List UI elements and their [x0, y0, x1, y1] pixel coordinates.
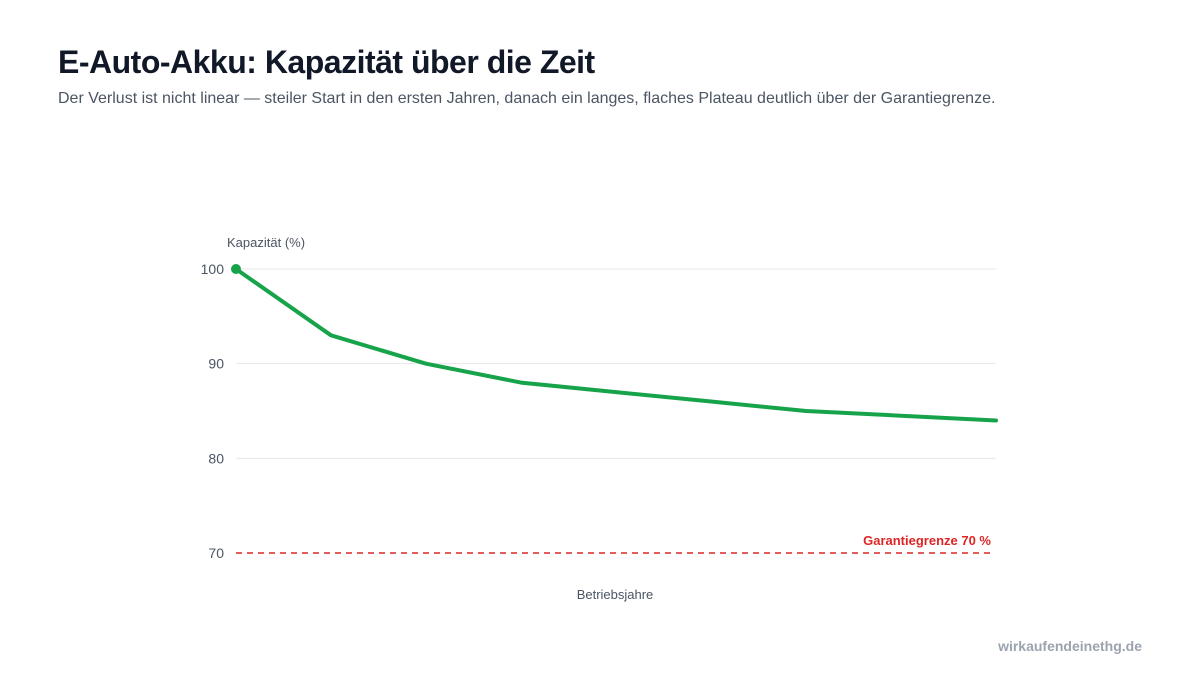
y-tick-label: 80 [208, 450, 224, 466]
gridlines [236, 268, 996, 459]
y-axis-ticks: 100 90 80 70 [201, 261, 225, 561]
y-tick-label: 100 [201, 261, 225, 277]
chart-title: E-Auto-Akku: Kapazität über die Zeit [58, 44, 595, 80]
chart-subtitle: Der Verlust ist nicht linear — steiler S… [58, 90, 996, 107]
source-credit: wirkaufendeinethg.de [998, 638, 1142, 654]
x-axis-label: Betriebsjahre [577, 587, 654, 602]
capacity-series-line [234, 267, 998, 423]
y-axis-label: Kapazität (%) [227, 235, 305, 250]
start-data-point [231, 264, 241, 274]
capacity-data-points [231, 264, 241, 274]
y-tick-label: 90 [208, 356, 224, 372]
y-tick-label: 70 [208, 545, 224, 561]
guarantee-threshold-label: Garantiegrenze 70 % [863, 533, 991, 548]
